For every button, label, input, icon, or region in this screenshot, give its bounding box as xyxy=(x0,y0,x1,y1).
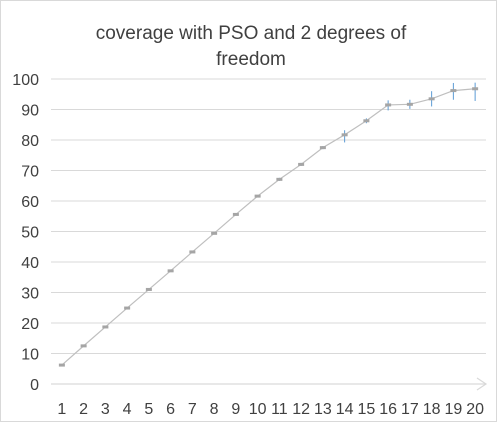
data-point-13 xyxy=(320,146,326,149)
data-point-8 xyxy=(211,232,217,235)
x-tick-label-10: 10 xyxy=(249,401,267,418)
data-point-4 xyxy=(124,307,130,310)
data-point-7 xyxy=(189,250,195,253)
x-tick-label-11: 11 xyxy=(271,401,288,418)
series-line-0 xyxy=(62,89,475,365)
data-point-3 xyxy=(102,325,108,328)
data-point-6 xyxy=(168,269,174,272)
y-tick-label-90: 90 xyxy=(21,103,39,120)
x-tick-label-17: 17 xyxy=(401,401,419,418)
x-tick-label-13: 13 xyxy=(314,401,332,418)
data-point-16 xyxy=(385,103,391,106)
x-tick-label-6: 6 xyxy=(166,401,175,418)
data-point-20 xyxy=(472,87,478,90)
y-tick-label-10: 10 xyxy=(21,347,39,364)
data-point-19 xyxy=(450,89,456,92)
y-tick-label-70: 70 xyxy=(21,164,39,181)
x-tick-label-18: 18 xyxy=(423,401,441,418)
x-tick-label-5: 5 xyxy=(144,401,153,418)
data-point-18 xyxy=(429,97,435,100)
data-point-14 xyxy=(342,133,348,136)
data-point-1 xyxy=(59,364,65,367)
y-tick-label-100: 100 xyxy=(12,72,39,89)
y-tick-label-50: 50 xyxy=(21,225,39,242)
x-tick-label-20: 20 xyxy=(466,401,484,418)
data-point-2 xyxy=(81,344,87,347)
y-tick-label-30: 30 xyxy=(21,286,39,303)
x-tick-label-7: 7 xyxy=(188,401,197,418)
data-point-5 xyxy=(146,288,152,291)
data-point-9 xyxy=(233,213,239,216)
x-tick-label-2: 2 xyxy=(79,401,88,418)
data-point-11 xyxy=(276,178,282,181)
x-tick-label-3: 3 xyxy=(101,401,110,418)
x-tick-label-15: 15 xyxy=(357,401,375,418)
y-tick-label-80: 80 xyxy=(21,133,39,150)
x-tick-label-1: 1 xyxy=(57,401,66,418)
y-tick-label-20: 20 xyxy=(21,316,39,333)
x-tick-label-14: 14 xyxy=(336,401,354,418)
data-point-10 xyxy=(255,195,261,198)
data-point-12 xyxy=(298,163,304,166)
x-tick-label-12: 12 xyxy=(292,401,310,418)
data-point-17 xyxy=(407,103,413,106)
y-tick-label-0: 0 xyxy=(30,377,39,394)
data-point-15 xyxy=(363,119,369,122)
x-tick-label-16: 16 xyxy=(379,401,397,418)
y-tick-label-40: 40 xyxy=(21,255,39,272)
x-tick-label-8: 8 xyxy=(210,401,219,418)
x-tick-label-19: 19 xyxy=(444,401,462,418)
x-tick-label-4: 4 xyxy=(123,401,132,418)
y-tick-label-60: 60 xyxy=(21,194,39,211)
x-tick-label-9: 9 xyxy=(231,401,240,418)
